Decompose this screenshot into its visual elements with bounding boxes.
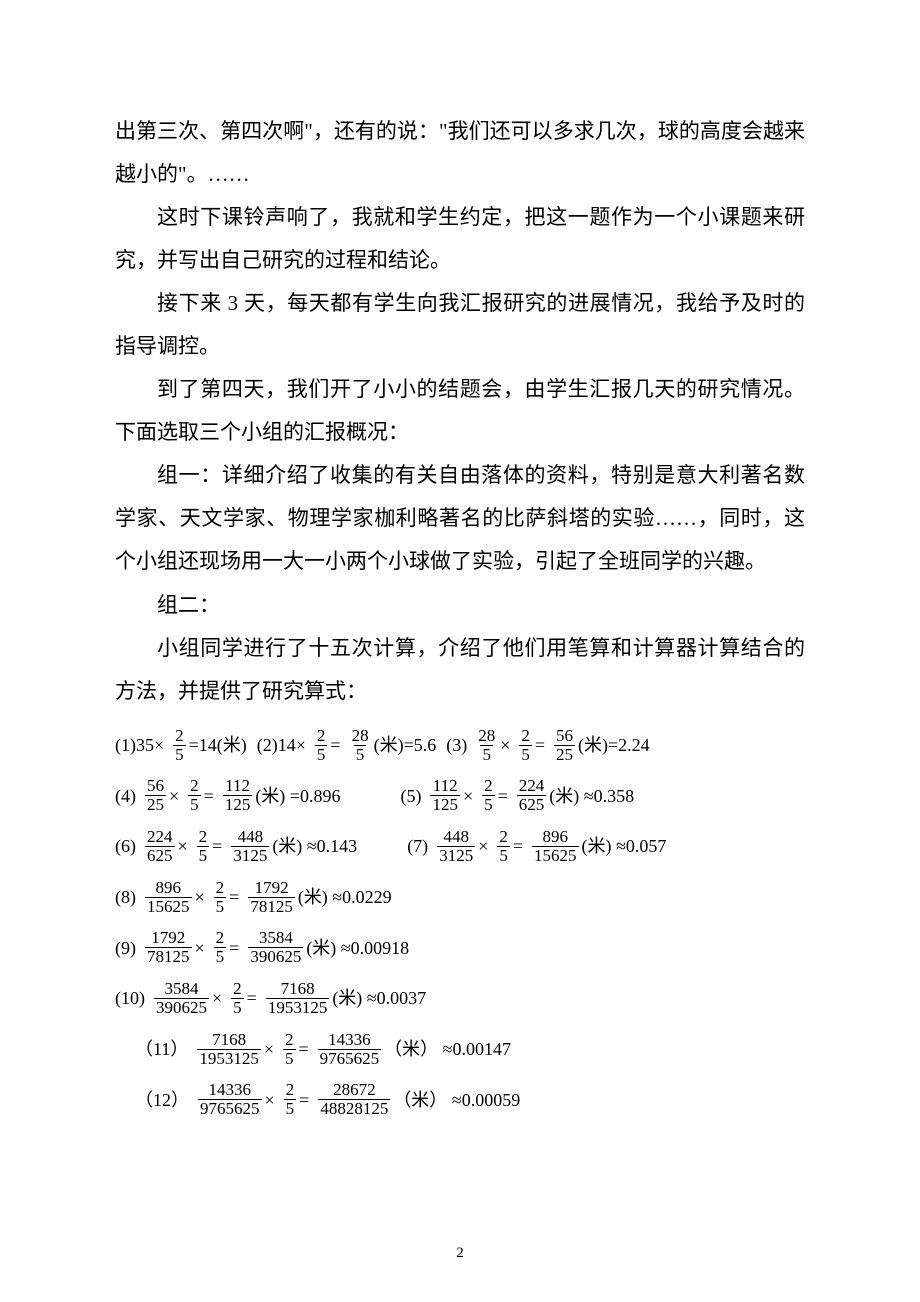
fraction: 71681953125: [266, 980, 330, 1017]
eq5-suffix: (米) ≈0.358: [549, 787, 634, 805]
fraction: 5625: [554, 727, 575, 764]
fraction: 5625: [145, 777, 166, 814]
times: ×: [212, 989, 222, 1007]
equation-row-1-2-3: (1)35× 25 =14(米) (2)14× 25 = 285 (米)=5.6…: [115, 727, 805, 764]
equation-row-4-5: (4) 5625 × 25 = 112125 (米) =0.896 (5) 11…: [115, 777, 805, 814]
eq6-prefix: (6): [115, 837, 136, 855]
fraction: 143369765625: [318, 1031, 382, 1068]
eq12-prefix: （12）: [135, 1091, 189, 1109]
eq9-suffix: (米) ≈0.00918: [306, 939, 409, 957]
equation-row-9: (9) 179278125 × 25 = 3584390625 (米) ≈0.0…: [115, 929, 805, 966]
times: ×: [195, 939, 205, 957]
eq9-prefix: (9): [115, 939, 136, 957]
fraction: 3584390625: [154, 980, 209, 1017]
eq5-prefix: (5): [400, 787, 421, 805]
fraction: 3584390625: [248, 929, 303, 966]
equals: =: [498, 787, 508, 805]
fraction: 179278125: [145, 929, 192, 966]
times: ×: [500, 736, 510, 754]
paragraph: 到了第四天，我们开了小小的结题会，由学生汇报几天的研究情况。下面选取三个小组的汇…: [115, 368, 805, 454]
eq3-prefix: (3): [446, 736, 467, 754]
eq11-suffix: （米） ≈0.00147: [384, 1040, 511, 1058]
fraction: 285: [476, 727, 497, 764]
equation-row-12: （12） 143369765625 × 25 = 2867248828125 （…: [135, 1081, 805, 1118]
eq7-suffix: (米) ≈0.057: [582, 837, 667, 855]
fraction: 224625: [145, 828, 175, 865]
fraction: 25: [214, 879, 227, 916]
fraction: 25: [482, 777, 495, 814]
fraction: 25: [214, 929, 227, 966]
equals: =: [204, 787, 214, 805]
equals: =: [535, 736, 545, 754]
times: ×: [264, 1040, 274, 1058]
fraction: 4483125: [437, 828, 475, 865]
group-2-label: 组二：: [115, 584, 805, 627]
eq6-suffix: (米) ≈0.143: [272, 837, 357, 855]
paragraph: 接下来 3 天，每天都有学生向我汇报研究的进展情况，我给予及时的指导调控。: [115, 282, 805, 368]
fraction: 89615625: [145, 879, 192, 916]
eq2-suffix: (米)=5.6: [374, 736, 437, 754]
fraction: 25: [497, 828, 510, 865]
fraction: 25: [197, 828, 210, 865]
equals: =: [212, 837, 222, 855]
fraction: 143369765625: [198, 1081, 262, 1118]
fraction: 25: [519, 727, 532, 764]
equals: =: [229, 939, 239, 957]
fraction: 2867248828125: [318, 1081, 390, 1118]
fraction: 89615625: [532, 828, 579, 865]
equals: =: [299, 1091, 309, 1109]
fraction: 4483125: [231, 828, 269, 865]
eq4-prefix: (4): [115, 787, 136, 805]
eq11-prefix: （11）: [135, 1040, 188, 1058]
eq8-prefix: (8): [115, 888, 136, 906]
times: ×: [195, 888, 205, 906]
eq10-prefix: (10): [115, 989, 145, 1007]
group-2-paragraph: 小组同学进行了十五次计算，介绍了他们用笔算和计算器计算结合的方法，并提供了研究算…: [115, 627, 805, 713]
paragraph: 这时下课铃声响了，我就和学生约定，把这一题作为一个小课题来研究，并写出自己研究的…: [115, 196, 805, 282]
fraction: 25: [173, 727, 186, 764]
fraction: 25: [283, 1031, 296, 1068]
equals: =: [513, 837, 523, 855]
eq3-suffix: (米)=2.24: [578, 736, 650, 754]
fraction: 285: [350, 727, 371, 764]
group-1-paragraph: 组一：详细介绍了收集的有关自由落体的资料，特别是意大利著名数学家、天文学家、物理…: [115, 454, 805, 583]
equation-row-6-7: (6) 224625 × 25 = 4483125 (米) ≈0.143 (7)…: [115, 828, 805, 865]
equals: =: [299, 1040, 309, 1058]
page-number: 2: [0, 1245, 920, 1262]
eq12-suffix: （米） ≈0.00059: [393, 1091, 520, 1109]
fraction: 71681953125: [197, 1031, 261, 1068]
times: ×: [478, 837, 488, 855]
fraction: 25: [231, 980, 244, 1017]
equation-row-8: (8) 89615625 × 25 = 179278125 (米) ≈0.022…: [115, 879, 805, 916]
times: ×: [265, 1091, 275, 1109]
eq4-suffix: (米) =0.896: [255, 787, 340, 805]
equals: =: [247, 989, 257, 1007]
equation-row-11: （11） 71681953125 × 25 = 143369765625 （米）…: [135, 1031, 805, 1068]
fraction: 112125: [430, 777, 460, 814]
fraction: 179278125: [248, 879, 295, 916]
equals: =: [229, 888, 239, 906]
fraction: 112125: [223, 777, 253, 814]
equals: =: [330, 736, 340, 754]
eq8-suffix: (米) ≈0.0229: [298, 888, 392, 906]
times: ×: [169, 787, 179, 805]
times: ×: [463, 787, 473, 805]
eq1-suffix: =14(米): [189, 736, 247, 754]
fraction: 25: [315, 727, 328, 764]
eq7-prefix: (7): [407, 837, 428, 855]
eq2-prefix: (2)14×: [257, 736, 306, 754]
fraction: 25: [188, 777, 201, 814]
fraction: 25: [284, 1081, 297, 1118]
equation-row-10: (10) 3584390625 × 25 = 71681953125 (米) ≈…: [115, 980, 805, 1017]
eq1-prefix: (1)35×: [115, 736, 164, 754]
eq10-suffix: (米) ≈0.0037: [332, 989, 426, 1007]
times: ×: [178, 837, 188, 855]
document-page: 出第三次、第四次啊"，还有的说："我们还可以多求几次，球的高度会越来越小的"。……: [0, 0, 920, 1302]
fraction: 224625: [517, 777, 547, 814]
paragraph: 出第三次、第四次啊"，还有的说："我们还可以多求几次，球的高度会越来越小的"。……: [115, 110, 805, 196]
